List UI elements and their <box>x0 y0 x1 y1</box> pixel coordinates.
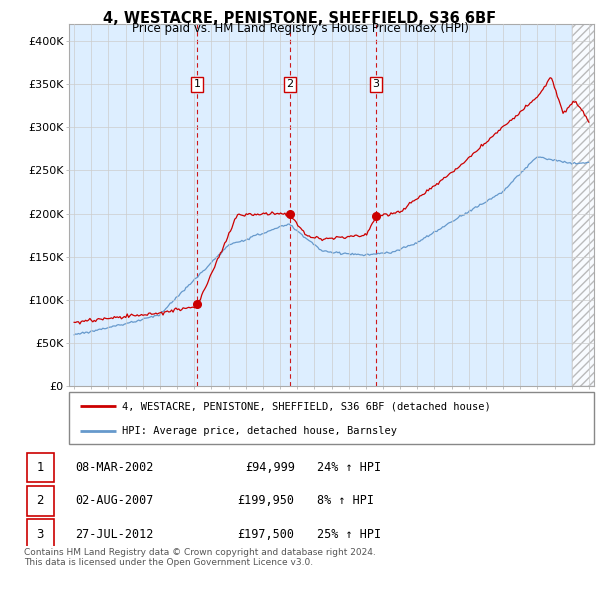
Text: 4, WESTACRE, PENISTONE, SHEFFIELD, S36 6BF (detached house): 4, WESTACRE, PENISTONE, SHEFFIELD, S36 6… <box>121 401 490 411</box>
Text: £199,950: £199,950 <box>238 494 295 507</box>
Text: £94,999: £94,999 <box>245 461 295 474</box>
Bar <box>572 24 600 386</box>
Text: 8% ↑ HPI: 8% ↑ HPI <box>317 494 374 507</box>
Text: 25% ↑ HPI: 25% ↑ HPI <box>317 527 382 540</box>
Text: 2: 2 <box>37 494 44 507</box>
FancyBboxPatch shape <box>27 486 54 516</box>
Text: £197,500: £197,500 <box>238 527 295 540</box>
FancyBboxPatch shape <box>27 519 54 549</box>
Text: 4, WESTACRE, PENISTONE, SHEFFIELD, S36 6BF: 4, WESTACRE, PENISTONE, SHEFFIELD, S36 6… <box>103 11 497 25</box>
FancyBboxPatch shape <box>27 453 54 483</box>
Text: HPI: Average price, detached house, Barnsley: HPI: Average price, detached house, Barn… <box>121 426 397 435</box>
Text: 3: 3 <box>37 527 44 540</box>
Text: 02-AUG-2007: 02-AUG-2007 <box>75 494 153 507</box>
Text: 1: 1 <box>194 79 201 89</box>
Text: 3: 3 <box>372 79 379 89</box>
Text: Contains HM Land Registry data © Crown copyright and database right 2024.
This d: Contains HM Land Registry data © Crown c… <box>24 548 376 567</box>
Text: 27-JUL-2012: 27-JUL-2012 <box>75 527 153 540</box>
Text: 08-MAR-2002: 08-MAR-2002 <box>75 461 153 474</box>
Text: 2: 2 <box>286 79 293 89</box>
Text: Price paid vs. HM Land Registry's House Price Index (HPI): Price paid vs. HM Land Registry's House … <box>131 22 469 35</box>
Text: 24% ↑ HPI: 24% ↑ HPI <box>317 461 382 474</box>
Text: 1: 1 <box>37 461 44 474</box>
